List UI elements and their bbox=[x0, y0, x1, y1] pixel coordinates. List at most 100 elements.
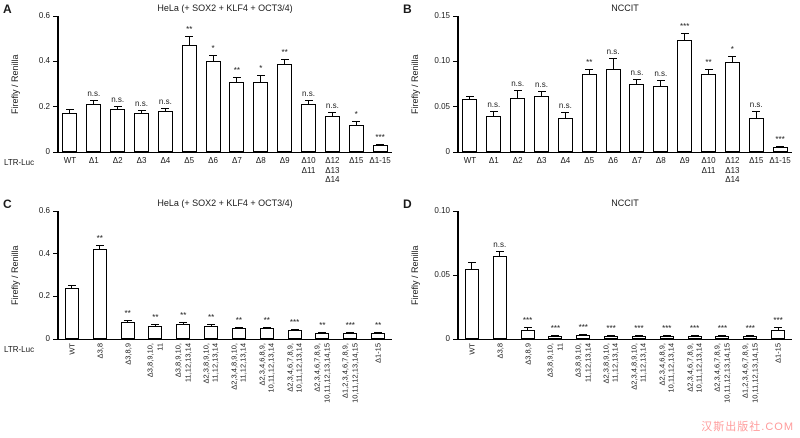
error-bar bbox=[493, 111, 495, 116]
error-bar-cap bbox=[579, 333, 588, 335]
x-category-label-line: Δ1-15 bbox=[369, 156, 391, 165]
error-bar bbox=[99, 245, 101, 250]
panel-letter: C bbox=[3, 197, 12, 211]
y-tick-mark bbox=[53, 210, 58, 212]
x-category-label: Δ3,8,9,10, 11 bbox=[546, 343, 565, 377]
bar bbox=[576, 335, 591, 339]
x-axis bbox=[457, 338, 792, 340]
y-tick-label: 0 bbox=[445, 147, 450, 156]
significance-label: n.s. bbox=[511, 79, 525, 89]
significance-label: *** bbox=[375, 133, 385, 143]
x-category-label: Δ3,8,9 bbox=[123, 343, 132, 365]
x-axis-title: LTR-Luc bbox=[4, 345, 35, 354]
plot-area: 0 0.05 0.10 0.15 n.s. n.s. n.s. n.s. ** n.s. n.s. n… bbox=[434, 11, 792, 156]
x-category-label: Δ2,3,4,6,7,8,9, 10,11,12,13,14,15 bbox=[313, 343, 332, 403]
error-bar bbox=[471, 262, 473, 269]
error-bar-cap bbox=[318, 331, 327, 333]
significance-label: ** bbox=[233, 66, 241, 76]
x-category-label-line: WT bbox=[463, 156, 477, 165]
bar bbox=[631, 336, 646, 339]
y-tick-label: 0 bbox=[45, 147, 50, 156]
error-bar-cap bbox=[704, 69, 713, 71]
bar bbox=[120, 321, 135, 339]
significance-label: n.s. bbox=[630, 67, 644, 77]
x-category-label-line: Δ7 bbox=[632, 156, 642, 165]
x-category-label-line: Δ2,3,4,6,7,8,9, bbox=[285, 343, 295, 392]
error-bar bbox=[684, 33, 686, 41]
bar bbox=[772, 147, 788, 152]
bar bbox=[157, 111, 173, 152]
significance-label: *** bbox=[689, 324, 700, 334]
x-category-label: WT bbox=[67, 343, 76, 355]
bar bbox=[287, 330, 302, 339]
bar bbox=[748, 118, 764, 152]
y-tick-mark bbox=[53, 295, 58, 297]
significance-label: *** bbox=[662, 324, 672, 334]
y-tick-mark bbox=[453, 210, 458, 212]
bar bbox=[348, 124, 364, 152]
y-tick-mark bbox=[53, 60, 58, 62]
bar bbox=[64, 287, 79, 339]
y-tick-label: 0 bbox=[45, 334, 50, 343]
significance-label: *** bbox=[578, 322, 588, 332]
x-axis bbox=[57, 151, 392, 153]
x-category-label-line: Δ3,8,9,10, bbox=[173, 343, 183, 378]
x-category-label: Δ3,8,9,10, 11 bbox=[146, 343, 165, 377]
x-category-label: Δ2,3,8,9,10, 11,12,13,14 bbox=[202, 343, 221, 383]
error-bar-cap bbox=[256, 74, 265, 76]
x-category-label-line: Δ12 bbox=[725, 156, 740, 165]
y-tick-mark bbox=[453, 151, 458, 153]
error-bar bbox=[777, 327, 779, 331]
x-category-label-line: Δ10 bbox=[301, 156, 316, 165]
error-bar-cap bbox=[374, 331, 383, 333]
x-category-label-line: Δ10 bbox=[701, 156, 716, 165]
error-bar bbox=[564, 112, 566, 118]
x-category-label: Δ1,2,3,4,6,7,8,9, 10,11,12,13,14,15 bbox=[341, 343, 360, 403]
bar bbox=[687, 336, 702, 339]
error-bar-cap bbox=[537, 91, 546, 93]
panel-letter: D bbox=[403, 197, 412, 211]
panel-c: C HeLa (+ SOX2 + KLF4 + OCT3/4) Firefly … bbox=[0, 195, 400, 438]
error-bar bbox=[469, 95, 471, 100]
y-tick-mark bbox=[453, 274, 458, 276]
error-bar bbox=[636, 78, 638, 84]
x-category-label: Δ2 bbox=[513, 156, 523, 166]
plot-area: 0 0.05 0.10 n.s. *** *** *** *** *** *** *** *** ***… bbox=[434, 206, 792, 343]
error-bar-cap bbox=[232, 77, 241, 79]
bar bbox=[520, 330, 535, 339]
significance-label: *** bbox=[345, 320, 355, 330]
significance-label: *** bbox=[679, 22, 690, 32]
x-category-label-line: 11,12,13,14 bbox=[638, 343, 648, 383]
x-category-label-line: WT bbox=[63, 156, 77, 165]
x-axis-labels: WT Δ1 Δ2 Δ3 Δ4 Δ5 Δ6 Δ7 Δ8 Δ9 Δ10 Δ11 Δ12 Δ13 Δ14 Δ15 Δ1… bbox=[458, 156, 792, 192]
error-bar-cap bbox=[113, 105, 122, 107]
x-category-label: Δ1-15 bbox=[773, 343, 782, 363]
error-bar-cap bbox=[67, 284, 76, 286]
x-category-label: Δ7 bbox=[632, 156, 642, 166]
error-bar-cap bbox=[95, 245, 104, 247]
error-bar bbox=[188, 36, 190, 46]
y-axis bbox=[457, 16, 459, 152]
x-category-label-line: Δ3,8 bbox=[495, 343, 505, 359]
error-bar-cap bbox=[123, 319, 132, 321]
error-bar bbox=[260, 74, 262, 82]
x-category-label-line: Δ15 bbox=[349, 156, 364, 165]
x-category-label-line: 10,11,12,13,14,15 bbox=[722, 343, 732, 403]
error-bar bbox=[612, 57, 614, 69]
x-category-label: Δ1-15 bbox=[373, 343, 382, 363]
y-tick-label: 0.10 bbox=[434, 56, 450, 66]
significance-label: n.s. bbox=[535, 80, 548, 90]
bar bbox=[557, 117, 573, 152]
x-category-label: Δ10 Δ11 bbox=[301, 156, 315, 175]
bar bbox=[86, 104, 102, 152]
y-tick-label: 0.6 bbox=[38, 206, 50, 215]
significance-label: *** bbox=[289, 318, 300, 328]
x-category-label-line: Δ13 bbox=[325, 165, 340, 175]
x-category-label-line: Δ6 bbox=[208, 156, 218, 165]
x-category-label: Δ7 bbox=[232, 156, 242, 166]
error-bar-cap bbox=[137, 110, 146, 112]
error-bar bbox=[755, 111, 757, 119]
x-category-label: Δ12 Δ13 Δ14 bbox=[725, 156, 739, 185]
bar bbox=[724, 62, 740, 152]
